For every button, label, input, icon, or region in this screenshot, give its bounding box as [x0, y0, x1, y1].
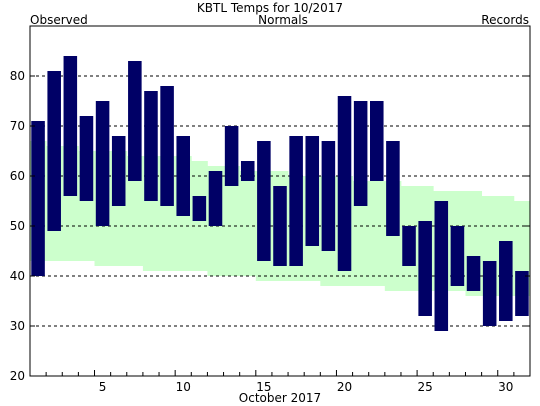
- observed-bar-day-28: [466, 256, 481, 291]
- normal-range-day-14: [239, 171, 257, 276]
- y-tick-label-30: 30: [10, 319, 25, 333]
- observed-bar-day-8: [144, 91, 158, 201]
- observed-bar-day-20: [337, 96, 352, 271]
- x-tick-label-20: 20: [337, 380, 352, 394]
- normal-range-day-7: [126, 156, 144, 266]
- observed-bar-day-13: [224, 126, 239, 186]
- observed-bar-day-11: [192, 196, 207, 221]
- chart-title: KBTL Temps for 10/2017: [197, 1, 343, 15]
- observed-bar-day-12: [208, 171, 223, 226]
- observed-bars-layer: [31, 56, 529, 331]
- observed-bar-day-6: [111, 136, 126, 206]
- observed-bar-day-31: [515, 271, 529, 316]
- plot-frame: [29, 25, 531, 377]
- observed-bar-day-17: [289, 136, 303, 266]
- observed-bar-day-14: [240, 161, 255, 181]
- observed-bar-day-21: [353, 101, 368, 206]
- observed-bar-day-27: [450, 226, 465, 286]
- observed-bar-day-2: [47, 71, 61, 231]
- observed-bar-day-9: [160, 86, 174, 206]
- y-tick-label-50: 50: [10, 219, 25, 233]
- observed-bar-day-7: [128, 61, 142, 181]
- x-tick-label-5: 5: [99, 380, 107, 394]
- x-tick-label-30: 30: [498, 380, 513, 394]
- y-tick-label-80: 80: [10, 69, 25, 83]
- observed-bar-day-18: [305, 136, 320, 246]
- y-tick-label-70: 70: [10, 119, 25, 133]
- y-tick-label-20: 20: [10, 369, 25, 383]
- observed-bar-day-10: [176, 136, 190, 216]
- observed-bar-day-22: [370, 101, 384, 181]
- legend-records: Records: [481, 13, 529, 27]
- observed-bar-day-24: [402, 226, 416, 266]
- x-tick-label-25: 25: [418, 380, 433, 394]
- y-tick-label-60: 60: [10, 169, 25, 183]
- observed-bar-day-30: [499, 241, 513, 321]
- x-axis-label: October 2017: [239, 391, 321, 405]
- legend-normals: Normals: [258, 13, 308, 27]
- observed-bar-day-1: [31, 121, 45, 276]
- observed-bar-day-29: [482, 261, 497, 326]
- observed-bar-day-5: [95, 101, 110, 226]
- x-tick-label-10: 10: [176, 380, 191, 394]
- normal-range-day-22: [368, 181, 386, 286]
- normal-range-day-13: [223, 166, 241, 276]
- y-tick-label-40: 40: [10, 269, 25, 283]
- observed-bar-day-15: [257, 141, 271, 261]
- observed-bar-day-16: [273, 186, 287, 266]
- observed-bar-day-26: [434, 201, 449, 331]
- legend-observed: Observed: [30, 13, 88, 27]
- normal-range-day-21: [352, 181, 370, 286]
- observed-bar-day-25: [418, 221, 432, 316]
- axis-layer: 20 30 40 50 60 70 80 5 10 15 20 25 30: [10, 69, 530, 394]
- observed-bar-day-3: [63, 56, 78, 196]
- observed-bar-day-4: [79, 116, 94, 201]
- x-tick-label-15: 15: [256, 380, 271, 394]
- observed-bar-day-23: [386, 141, 400, 236]
- observed-bar-day-19: [321, 141, 336, 251]
